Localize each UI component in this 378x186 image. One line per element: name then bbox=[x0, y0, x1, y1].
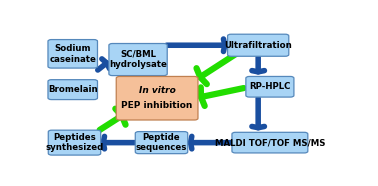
Text: MALDI TOF/TOF MS/MS: MALDI TOF/TOF MS/MS bbox=[215, 138, 325, 147]
Text: Peptide
sequences: Peptide sequences bbox=[136, 133, 187, 152]
FancyBboxPatch shape bbox=[48, 40, 98, 68]
Text: PEP inhibition: PEP inhibition bbox=[121, 101, 193, 110]
FancyBboxPatch shape bbox=[232, 132, 308, 153]
FancyBboxPatch shape bbox=[135, 132, 188, 154]
Text: Sodium
caseinate: Sodium caseinate bbox=[49, 44, 96, 64]
Text: Bromelain: Bromelain bbox=[48, 85, 98, 94]
Text: In vitro: In vitro bbox=[139, 86, 175, 95]
Text: SC/BML
hydrolysate: SC/BML hydrolysate bbox=[109, 50, 167, 69]
FancyBboxPatch shape bbox=[48, 80, 98, 100]
FancyBboxPatch shape bbox=[116, 76, 198, 120]
FancyBboxPatch shape bbox=[48, 130, 101, 155]
FancyBboxPatch shape bbox=[109, 44, 167, 76]
Text: RP-HPLC: RP-HPLC bbox=[249, 82, 291, 91]
Text: Ultrafiltration: Ultrafiltration bbox=[224, 41, 292, 50]
Text: Peptides
synthesized: Peptides synthesized bbox=[45, 133, 104, 152]
FancyBboxPatch shape bbox=[228, 34, 289, 56]
FancyBboxPatch shape bbox=[246, 76, 294, 97]
